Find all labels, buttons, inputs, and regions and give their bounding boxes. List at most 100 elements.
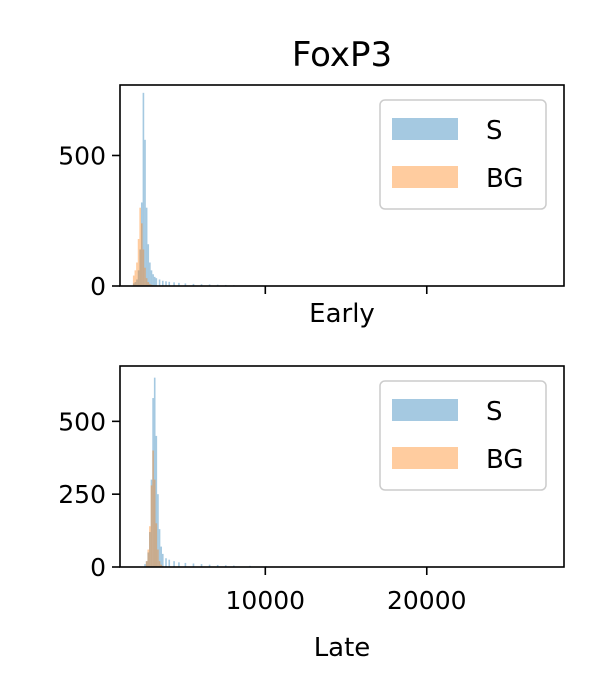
late-bar-s-8 bbox=[157, 494, 159, 567]
early-plot-frame bbox=[119, 84, 565, 287]
late-bar-s-13 bbox=[168, 559, 171, 567]
early-bar-s-10 bbox=[149, 262, 151, 286]
late-bar-s-11 bbox=[161, 553, 164, 567]
early-legend-swatch-s bbox=[392, 118, 458, 140]
late-bar-s-0 bbox=[144, 564, 146, 567]
early-legend-frame bbox=[379, 99, 547, 210]
late-bar-bg-5 bbox=[153, 479, 156, 567]
early-bar-s-20 bbox=[178, 282, 180, 286]
early-bar-bg-0 bbox=[132, 275, 135, 286]
early-bar-s-16 bbox=[161, 280, 164, 286]
early-bar-s-2 bbox=[136, 279, 138, 286]
early-bar-bg-4 bbox=[139, 207, 141, 286]
late-legend-label-s: S bbox=[486, 397, 503, 427]
late-bar-bg-6 bbox=[155, 523, 158, 567]
early-bar-s-18 bbox=[168, 281, 171, 286]
early-bar-bg-8 bbox=[145, 278, 148, 286]
early-legend-swatch-bg bbox=[392, 166, 458, 188]
chart-title: FoxP3 bbox=[292, 35, 392, 75]
early-bar-s-9 bbox=[147, 244, 150, 286]
late-bar-s-6 bbox=[153, 377, 156, 567]
late-bar-s-17 bbox=[192, 563, 195, 567]
early-bar-s-23 bbox=[200, 284, 203, 286]
early-bar-s-4 bbox=[139, 249, 141, 286]
late-bar-s-4 bbox=[150, 479, 153, 567]
late-legend: S BG bbox=[379, 380, 547, 491]
late-x-ticks: 10000 20000 bbox=[226, 567, 467, 615]
early-bar-s-21 bbox=[184, 283, 187, 286]
late-bar-s-7 bbox=[155, 435, 158, 567]
late-bar-s-18 bbox=[200, 564, 203, 567]
early-bar-s-8 bbox=[145, 207, 148, 286]
early-x-ticks bbox=[264, 286, 428, 294]
late-bar-s-21 bbox=[224, 565, 227, 567]
x-tick-label: 20000 bbox=[387, 586, 467, 615]
panel-late: 0 250 500 10000 20000 Late S BG bbox=[58, 365, 565, 663]
early-bar-bg-10 bbox=[149, 283, 151, 286]
late-legend-swatch-bg bbox=[392, 447, 458, 469]
y-tick-label: 0 bbox=[90, 272, 106, 301]
early-bar-s-11 bbox=[150, 270, 153, 286]
late-bar-bg-4 bbox=[152, 450, 154, 567]
early-bar-s-19 bbox=[173, 282, 175, 286]
late-plot-frame bbox=[119, 365, 565, 568]
late-bar-s-2 bbox=[147, 552, 150, 567]
early-bar-s-13 bbox=[153, 276, 156, 286]
late-bar-s-19 bbox=[208, 564, 211, 567]
early-bar-s-17 bbox=[165, 281, 167, 286]
late-y-ticks: 0 250 500 bbox=[58, 407, 120, 582]
late-bar-bg-2 bbox=[149, 526, 151, 567]
early-x-axis-label: Early bbox=[309, 299, 375, 329]
late-bar-bg-3 bbox=[150, 485, 153, 567]
late-bar-s-10 bbox=[160, 546, 162, 567]
early-y-ticks: 0 500 bbox=[58, 141, 120, 301]
early-bar-s-6 bbox=[142, 92, 145, 286]
late-bar-s-9 bbox=[158, 529, 161, 567]
late-bar-s-20 bbox=[216, 564, 219, 567]
early-histogram-bars bbox=[132, 92, 284, 286]
y-tick-label: 250 bbox=[58, 480, 106, 509]
late-legend-frame bbox=[379, 380, 547, 491]
early-bar-s-15 bbox=[158, 279, 161, 286]
y-tick-label: 0 bbox=[90, 553, 106, 582]
late-legend-swatch-s bbox=[392, 399, 458, 421]
late-bar-bg-7 bbox=[157, 549, 159, 567]
early-bar-s-0 bbox=[132, 283, 135, 286]
early-bar-bg-5 bbox=[140, 223, 143, 286]
late-x-axis-label: Late bbox=[314, 633, 371, 663]
early-bar-bg-9 bbox=[147, 282, 150, 286]
late-bar-bg-8 bbox=[158, 561, 161, 567]
late-histogram-bars bbox=[144, 377, 300, 567]
early-bar-s-7 bbox=[144, 139, 146, 286]
late-bar-s-12 bbox=[165, 558, 167, 567]
late-bar-s-3 bbox=[149, 532, 151, 567]
late-bar-bg-9 bbox=[160, 564, 162, 567]
late-bar-s-1 bbox=[145, 561, 148, 567]
early-bar-s-3 bbox=[137, 270, 140, 286]
early-bar-bg-6 bbox=[142, 249, 145, 286]
late-bar-bg-0 bbox=[145, 561, 148, 567]
early-bar-bg-3 bbox=[137, 239, 140, 286]
early-bar-bg-1 bbox=[134, 270, 137, 286]
early-bar-s-22 bbox=[192, 283, 195, 286]
late-bar-s-15 bbox=[178, 562, 180, 567]
late-legend-label-bg: BG bbox=[486, 445, 524, 475]
early-bar-s-14 bbox=[155, 278, 158, 286]
early-bar-s-1 bbox=[134, 282, 137, 286]
early-legend-label-s: S bbox=[486, 116, 503, 146]
x-tick-label: 10000 bbox=[226, 586, 306, 615]
early-bar-bg-7 bbox=[144, 267, 146, 286]
early-bar-s-5 bbox=[140, 202, 143, 286]
early-bar-s-12 bbox=[152, 274, 154, 286]
late-bar-s-14 bbox=[173, 561, 175, 567]
late-bar-s-16 bbox=[184, 562, 187, 567]
late-bar-s-5 bbox=[152, 398, 154, 567]
early-legend-label-bg: BG bbox=[486, 164, 524, 194]
late-bar-bg-1 bbox=[147, 549, 150, 567]
early-bar-bg-2 bbox=[136, 262, 138, 286]
y-tick-label: 500 bbox=[58, 141, 106, 170]
early-legend: S BG bbox=[379, 99, 547, 210]
y-tick-label: 500 bbox=[58, 407, 106, 436]
panel-early: 0 500 Early S BG bbox=[58, 84, 565, 329]
